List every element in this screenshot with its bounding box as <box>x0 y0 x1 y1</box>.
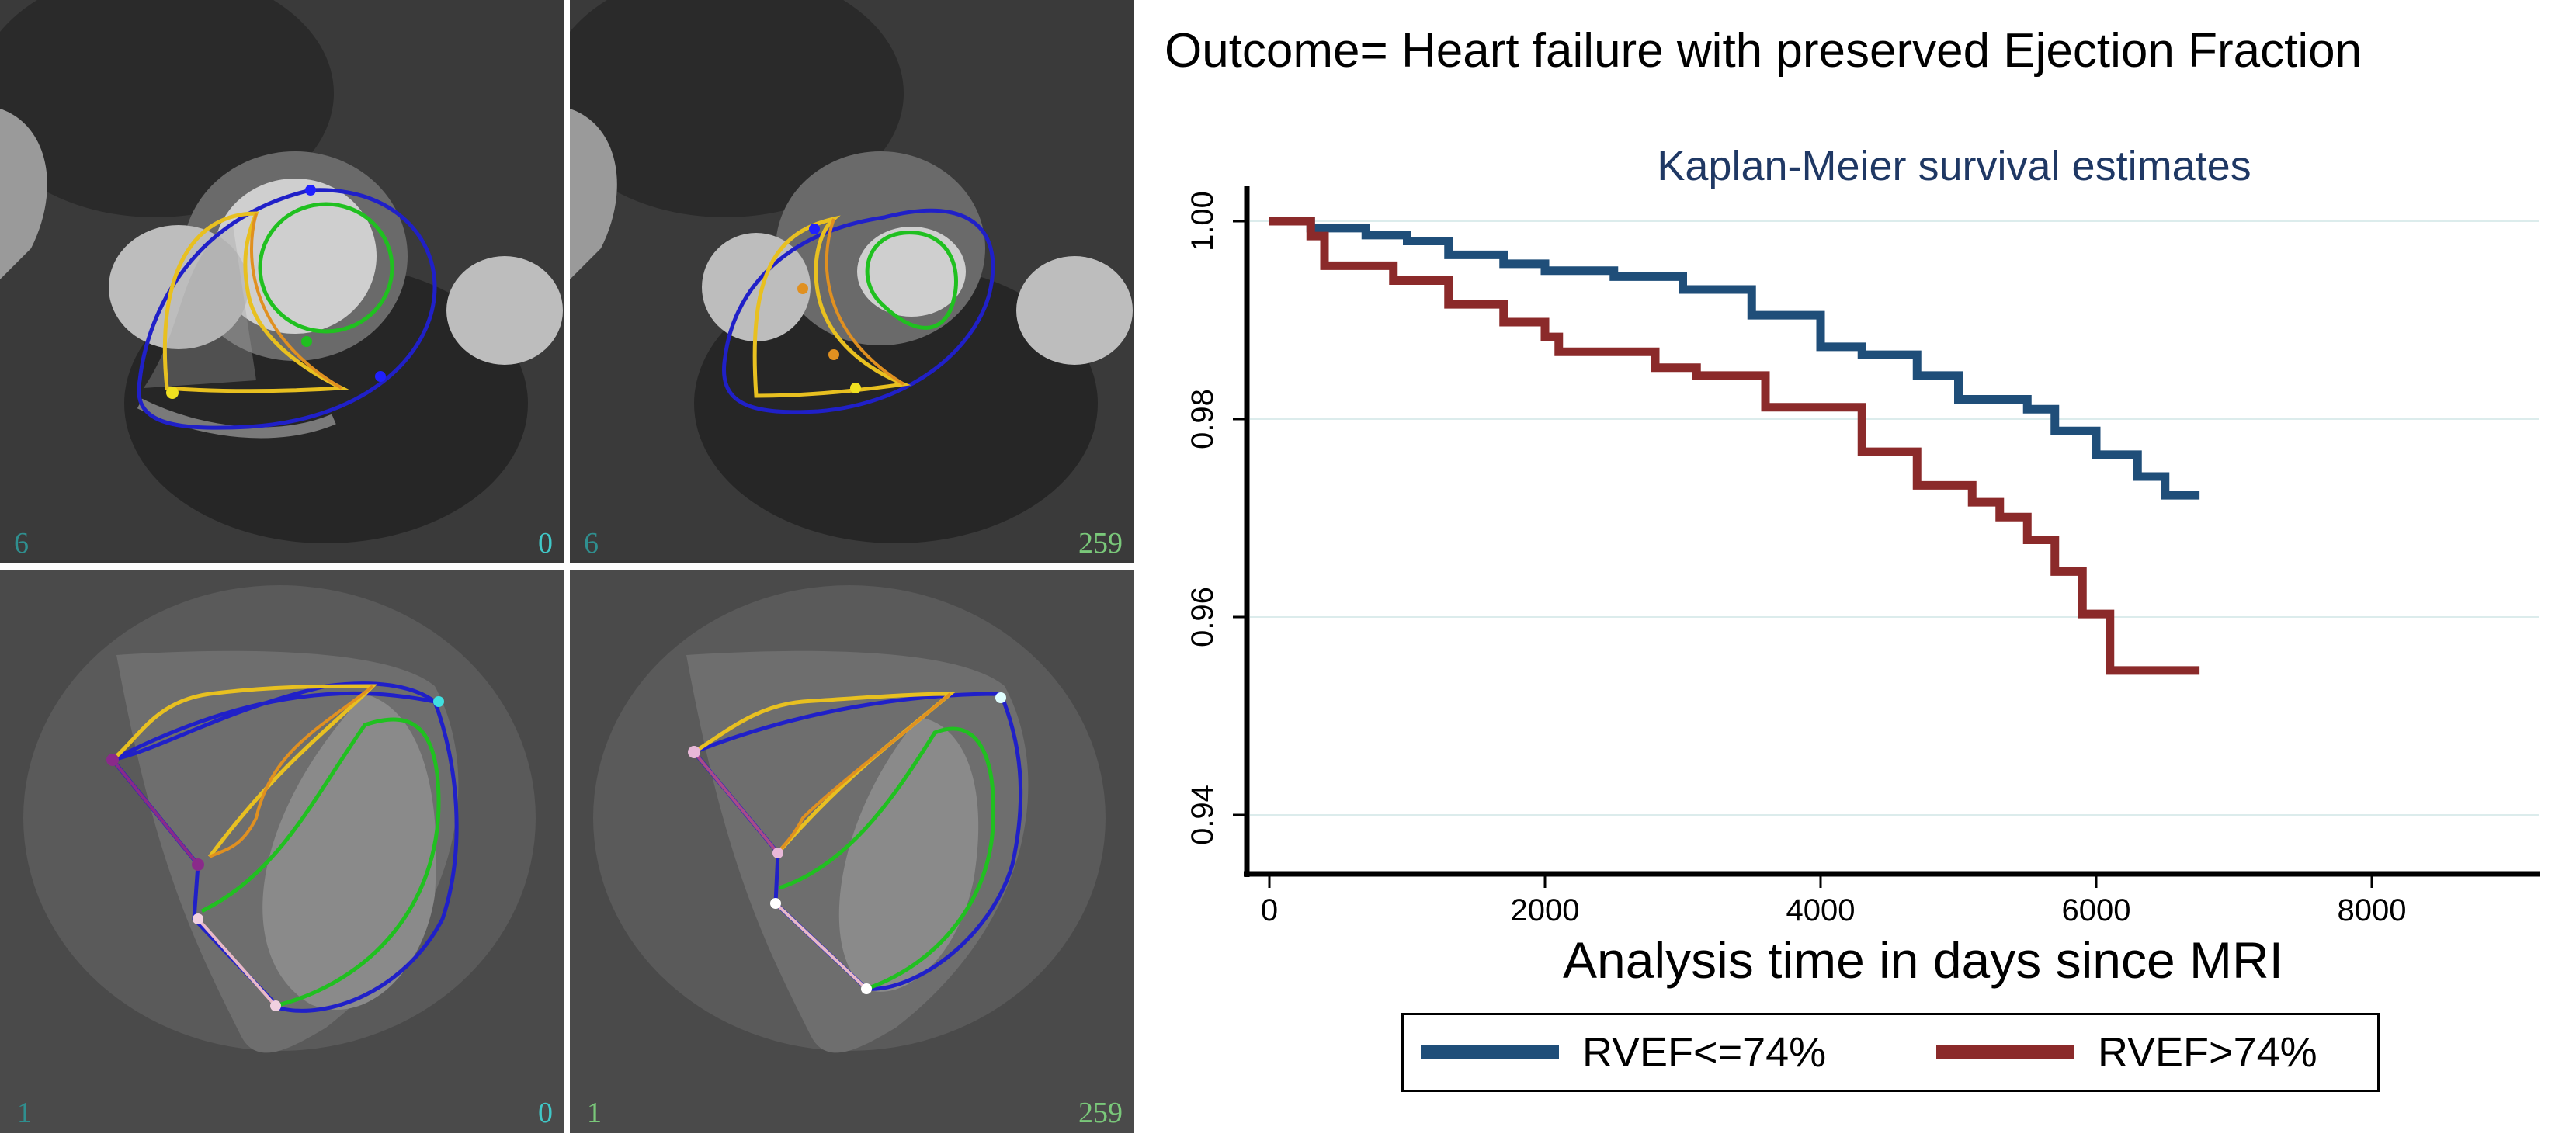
legend-swatch <box>1421 1045 1559 1059</box>
x-axis-label: Analysis time in days since MRI <box>1563 931 2283 989</box>
panel-left-label: 1 <box>587 1097 602 1129</box>
panel-left-label: 6 <box>14 527 29 560</box>
x-tick-label: 0 <box>1261 893 1278 927</box>
panel-right-label: 0 <box>538 1097 553 1129</box>
mri-image <box>0 0 564 563</box>
mri-image-grid: 6 0 6 259 <box>0 0 1141 1144</box>
y-tick-label: 0.94 <box>1186 785 1220 845</box>
panel-right-label: 259 <box>1078 1097 1123 1129</box>
panel-right-label: 259 <box>1078 527 1123 560</box>
legend-label: RVEF>74% <box>2098 1029 2317 1076</box>
legend-label: RVEF<=74% <box>1582 1029 1827 1076</box>
outcome-title: Outcome= Heart failure with preserved Ej… <box>1165 24 2362 78</box>
x-tick-label: 6000 <box>2062 893 2131 927</box>
y-tick-label: 0.96 <box>1186 587 1220 647</box>
mri-panel-short-axis-ed: 6 0 <box>0 0 564 563</box>
legend-item-rvef-le-74: RVEF<=74% <box>1421 1015 1826 1090</box>
mri-image <box>570 0 1134 563</box>
legend-swatch <box>1936 1045 2074 1059</box>
y-tick-label: 0.98 <box>1186 389 1220 449</box>
mri-panel-long-axis-es: 1 259 <box>570 570 1134 1133</box>
mri-panel-short-axis-es: 6 259 <box>570 0 1134 563</box>
mri-panel-long-axis-ed: 1 0 <box>0 570 564 1133</box>
mri-image <box>0 570 564 1133</box>
series-layer <box>1269 217 2200 675</box>
chart-title: Kaplan-Meier survival estimates <box>1657 143 2251 189</box>
legend-item-rvef-gt-74: RVEF>74% <box>1936 1015 2317 1090</box>
x-tick-label: 8000 <box>2338 893 2407 927</box>
panel-right-label: 0 <box>538 527 553 560</box>
legend: RVEF<=74% RVEF>74% <box>1401 1013 2380 1092</box>
x-tick-label: 4000 <box>1786 893 1856 927</box>
panel-left-label: 1 <box>17 1097 32 1129</box>
series-line <box>1269 217 2200 675</box>
mri-image <box>570 570 1134 1133</box>
grid-lines <box>1250 220 2539 816</box>
y-axis-ticks: 0.94 0.96 0.98 1.00 <box>1186 191 1247 845</box>
x-axis-ticks: 0 2000 4000 6000 8000 <box>1261 874 2407 927</box>
panel-left-label: 6 <box>584 527 599 560</box>
kaplan-meier-chart: Kaplan-Meier survival estimates 0.94 0.96… <box>1186 143 2540 989</box>
y-tick-label: 1.00 <box>1186 191 1220 251</box>
series-line <box>1269 217 2200 500</box>
x-tick-label: 2000 <box>1511 893 1580 927</box>
